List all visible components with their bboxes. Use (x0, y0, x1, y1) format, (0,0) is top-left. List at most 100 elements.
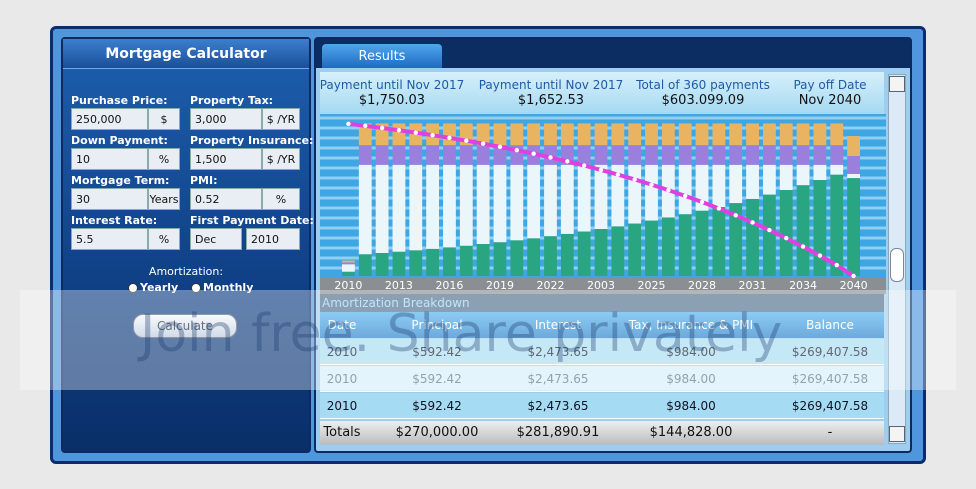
balance-point (346, 121, 351, 126)
field-input[interactable]: 10 (71, 148, 148, 170)
table-cell: $984.00 (666, 399, 716, 413)
breakdown-title: Amortization Breakdown (322, 296, 470, 310)
bar-segment (594, 145, 608, 165)
radio-label: Monthly (203, 281, 254, 294)
table-row (320, 366, 884, 392)
x-tick-label: 2010 (334, 279, 362, 292)
field-unit: $ (148, 108, 180, 130)
year-select[interactable]: 2010 (246, 228, 300, 250)
balance-point (531, 151, 536, 156)
calculator-title: Mortgage Calculator (105, 46, 267, 62)
summary-label: Total of 360 payments (636, 78, 770, 92)
field-label: Property Tax: (190, 94, 274, 107)
month-select[interactable]: Dec (190, 228, 242, 250)
totals-cell: $270,000.00 (395, 425, 479, 440)
scroll-up[interactable] (889, 76, 905, 92)
bar-segment (594, 164, 608, 229)
bar-segment (746, 164, 759, 199)
balance-point (379, 125, 385, 131)
field-label: Property Insurance: (190, 134, 314, 147)
watermark: Join free. Share privately (140, 304, 783, 364)
x-tick-label: 2031 (739, 279, 767, 292)
bar-segment (779, 190, 793, 276)
bar-segment (544, 236, 557, 276)
header-row (320, 312, 884, 338)
results-tab[interactable]: Results (322, 44, 442, 68)
column-header: Principal (411, 318, 463, 332)
bar-segment (510, 164, 524, 241)
field-input[interactable]: 30 (71, 188, 148, 210)
bar-segment (392, 145, 406, 165)
radio-label: Yearly (140, 281, 179, 294)
summary-band (320, 72, 884, 114)
chart: 2010 2013 2016 2019 2022 2003 2025 2028 2031 2034… (320, 114, 886, 294)
bar-segment (813, 180, 827, 276)
table-cell: $269,407.58 (791, 372, 869, 386)
bar-segment (628, 145, 642, 165)
balance-point (565, 159, 570, 164)
bar-segment (695, 210, 709, 276)
bar-segment (476, 244, 490, 276)
amortization-label: Amortization: (148, 265, 224, 278)
field-input[interactable]: 0.52 (190, 188, 262, 210)
bar-segment (527, 164, 541, 239)
balance-point (363, 123, 368, 129)
bar-segment (577, 123, 591, 146)
balance-point (447, 135, 452, 141)
balance-point (699, 199, 705, 205)
table-row (320, 393, 884, 419)
field-input[interactable]: 1,500 (190, 148, 262, 170)
bar-segment (443, 123, 456, 146)
bar-segment (577, 231, 591, 276)
summary-label: Pay off Date (793, 78, 867, 92)
field-input[interactable]: 3,000 (190, 108, 262, 130)
calculate-button[interactable]: Calculate (133, 314, 237, 338)
bar-segment (813, 145, 827, 165)
balance-point (396, 128, 402, 133)
field-label: PMI: (190, 174, 218, 187)
bar-segment (628, 223, 642, 276)
bar-segment (678, 145, 692, 165)
x-tick-label: 2040 (840, 279, 868, 292)
column-header: Interest (534, 318, 582, 332)
bar-segment (661, 217, 675, 276)
bar-segment (493, 145, 507, 165)
bar-segment (847, 178, 860, 276)
bar-segment (476, 164, 490, 245)
summary-label: Payment until Nov 2017 (319, 78, 465, 92)
balance-point (682, 193, 688, 199)
balance-point (784, 235, 789, 241)
bar-segment (443, 164, 456, 248)
bar-segment (443, 145, 456, 165)
bar-segment (493, 123, 507, 146)
radio[interactable] (128, 283, 138, 293)
bar-segment (661, 145, 675, 165)
bar-segment (560, 123, 574, 146)
scroll-thumb[interactable] (890, 248, 904, 282)
bar-segment (342, 271, 355, 276)
bar-segment (392, 164, 406, 252)
summary-value: $603.099.09 (661, 93, 745, 108)
bar-segment (560, 233, 574, 276)
bar-segment (729, 123, 743, 146)
scroll-down[interactable] (889, 426, 905, 442)
field-input[interactable]: 250,000 (71, 108, 148, 130)
table-row (320, 339, 884, 365)
field-unit: $ /YR (262, 148, 300, 170)
field-label: Down Payment: (71, 134, 168, 147)
bar-segment (409, 164, 423, 251)
bar-segment (762, 164, 776, 195)
bar-segment (661, 123, 675, 146)
balance-point (767, 227, 772, 233)
radio[interactable] (191, 283, 201, 293)
bar-segment (358, 164, 372, 255)
summary-value: $1,652.53 (517, 93, 585, 108)
field-input[interactable]: 5.5 (71, 228, 148, 250)
watermark-band (20, 290, 956, 390)
balance-point (834, 262, 839, 268)
bar-segment (358, 145, 372, 165)
bar-segment (847, 155, 860, 174)
bar-segment (813, 164, 827, 181)
bar-segment (611, 164, 625, 227)
bar-segment (611, 226, 625, 276)
